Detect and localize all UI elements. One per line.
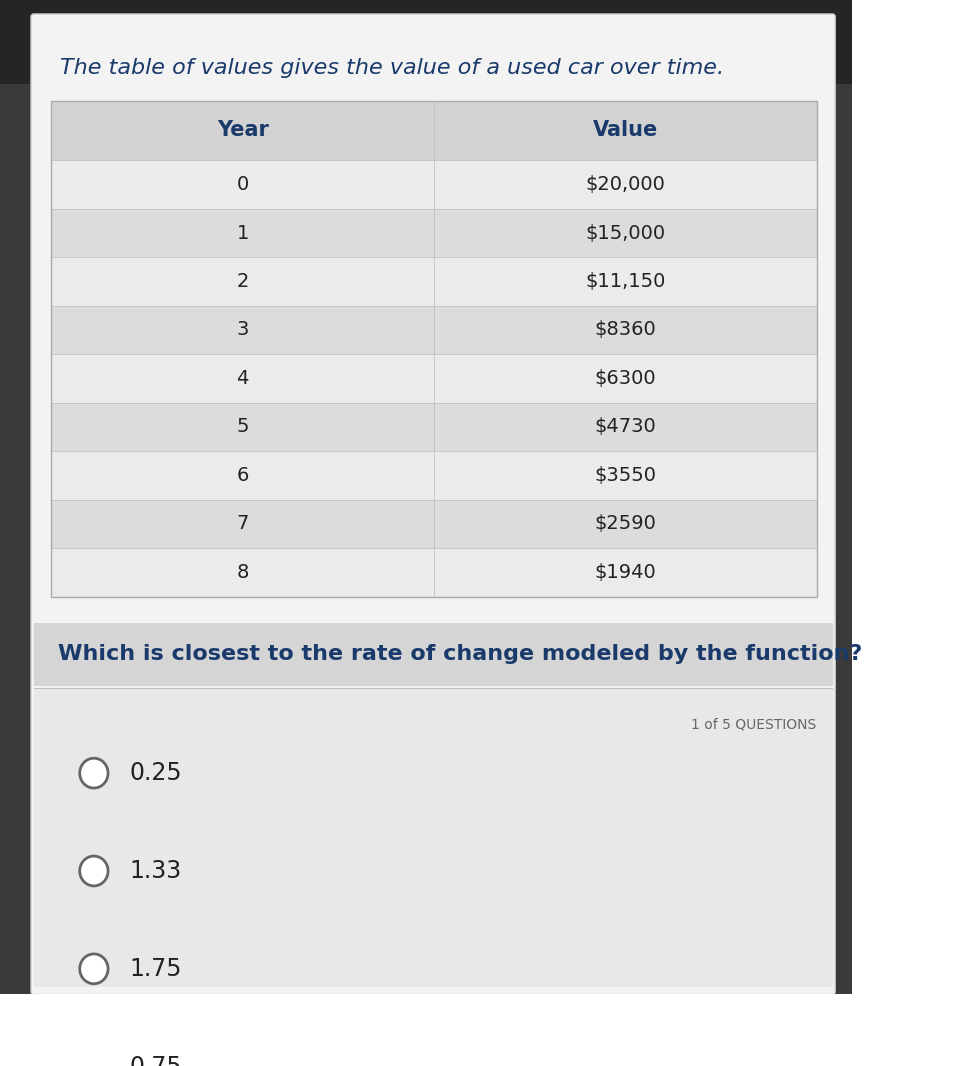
Text: 3: 3 (236, 321, 249, 339)
Text: Value: Value (592, 120, 657, 141)
Text: 7: 7 (236, 514, 249, 533)
FancyBboxPatch shape (31, 14, 834, 995)
Text: 4: 4 (236, 369, 249, 388)
Text: 1: 1 (236, 224, 249, 242)
Bar (34, 688, 831, 690)
Text: $6300: $6300 (594, 369, 655, 388)
Text: The table of values gives the value of a used car over time.: The table of values gives the value of a… (61, 58, 724, 78)
Text: 0: 0 (236, 175, 249, 194)
Circle shape (80, 856, 108, 886)
Circle shape (80, 954, 108, 984)
Text: $8360: $8360 (594, 321, 655, 339)
Bar (433, 257, 816, 306)
Bar (433, 160, 816, 209)
Bar (433, 209, 816, 257)
Text: 2: 2 (236, 272, 249, 291)
Text: $20,000: $20,000 (584, 175, 665, 194)
Bar (433, 354, 816, 403)
Text: Year: Year (216, 120, 268, 141)
Bar (51, 403, 433, 451)
Text: 1.33: 1.33 (129, 859, 182, 883)
Bar (51, 100, 433, 160)
Text: 1.75: 1.75 (129, 957, 182, 981)
Text: 0.75: 0.75 (129, 1054, 182, 1066)
Text: $11,150: $11,150 (584, 272, 665, 291)
Text: $3550: $3550 (594, 466, 655, 485)
Bar (34, 690, 831, 987)
Bar (433, 451, 816, 500)
Text: 8: 8 (236, 563, 249, 582)
Text: $15,000: $15,000 (584, 224, 665, 242)
Text: 6: 6 (236, 466, 249, 485)
Bar (433, 500, 816, 548)
Bar (34, 623, 831, 687)
Bar (51, 209, 433, 257)
Text: Which is closest to the rate of change modeled by the function?: Which is closest to the rate of change m… (59, 644, 862, 664)
Text: $2590: $2590 (594, 514, 655, 533)
Bar (433, 100, 816, 160)
Text: 1 of 5 QUESTIONS: 1 of 5 QUESTIONS (691, 717, 816, 731)
Bar (51, 100, 816, 597)
Bar (51, 257, 433, 306)
Bar (433, 403, 816, 451)
Bar (0, 0, 851, 84)
Text: $4730: $4730 (594, 418, 655, 436)
Bar (433, 548, 816, 597)
Bar (51, 354, 433, 403)
Text: 0.25: 0.25 (129, 761, 182, 786)
Text: $1940: $1940 (594, 563, 655, 582)
Bar (51, 500, 433, 548)
Bar (51, 451, 433, 500)
Bar (51, 548, 433, 597)
Text: 5: 5 (236, 418, 249, 436)
Bar (51, 306, 433, 354)
Circle shape (80, 758, 108, 788)
Circle shape (80, 1052, 108, 1066)
Bar (51, 160, 433, 209)
Bar (433, 306, 816, 354)
